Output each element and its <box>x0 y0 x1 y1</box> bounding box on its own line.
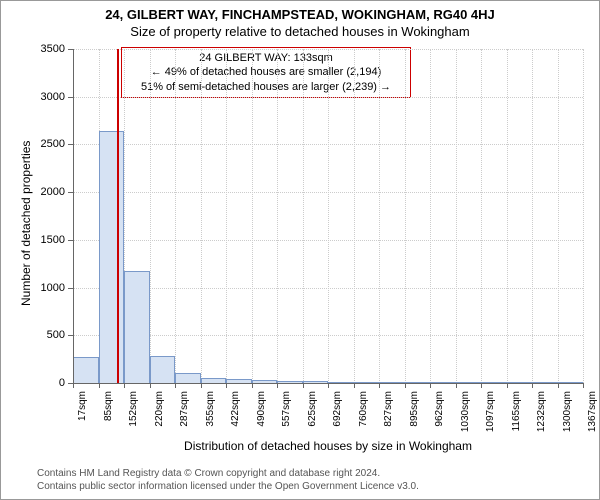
xtick-label: 827sqm <box>383 391 394 427</box>
xtick-label: 1097sqm <box>485 391 496 432</box>
gridline-vertical <box>456 49 457 383</box>
ytick-label: 3000 <box>25 91 65 103</box>
xtick-mark <box>277 383 278 388</box>
gridline-vertical <box>303 49 304 383</box>
xtick-mark <box>354 383 355 388</box>
xtick-label: 1367sqm <box>587 391 598 432</box>
histogram-bar <box>99 131 125 383</box>
xtick-label: 355sqm <box>205 391 216 427</box>
xtick-mark <box>379 383 380 388</box>
xtick-mark <box>583 383 584 388</box>
xtick-label: 557sqm <box>281 391 292 427</box>
xtick-mark <box>532 383 533 388</box>
ytick-mark <box>68 335 73 336</box>
xtick-label: 1165sqm <box>511 391 522 431</box>
footer-line2: Contains public sector information licen… <box>37 480 419 493</box>
histogram-bar <box>73 357 99 383</box>
xtick-label: 17sqm <box>77 391 88 421</box>
gridline-vertical <box>532 49 533 383</box>
y-axis-line <box>73 49 74 383</box>
gridline-vertical <box>481 49 482 383</box>
ytick-mark <box>68 192 73 193</box>
histogram-bar <box>150 356 176 383</box>
xtick-label: 1030sqm <box>460 391 471 432</box>
ytick-label: 0 <box>25 377 65 389</box>
xtick-mark <box>328 383 329 388</box>
gridline-vertical <box>175 49 176 383</box>
xtick-label: 962sqm <box>434 391 445 427</box>
xtick-mark <box>73 383 74 388</box>
xtick-mark <box>201 383 202 388</box>
ytick-mark <box>68 144 73 145</box>
xtick-mark <box>303 383 304 388</box>
property-marker-line <box>117 49 119 383</box>
xtick-label: 625sqm <box>307 391 318 427</box>
gridline-vertical <box>150 49 151 383</box>
gridline-vertical <box>583 49 584 383</box>
histogram-bar <box>124 271 150 383</box>
xtick-mark <box>99 383 100 388</box>
gridline-vertical <box>252 49 253 383</box>
ytick-label: 1000 <box>25 282 65 294</box>
xtick-mark <box>175 383 176 388</box>
ytick-label: 2500 <box>25 138 65 150</box>
xtick-label: 895sqm <box>409 391 420 427</box>
ytick-label: 3500 <box>25 43 65 55</box>
xtick-label: 692sqm <box>332 391 343 427</box>
xtick-label: 220sqm <box>154 391 165 427</box>
chart-title-address: 24, GILBERT WAY, FINCHAMPSTEAD, WOKINGHA… <box>1 1 599 22</box>
ytick-mark <box>68 240 73 241</box>
ytick-mark <box>68 97 73 98</box>
histogram-bar <box>175 373 201 383</box>
xtick-label: 287sqm <box>179 391 190 427</box>
xtick-mark <box>252 383 253 388</box>
xtick-mark <box>430 383 431 388</box>
xtick-label: 1232sqm <box>536 391 547 432</box>
gridline-vertical <box>405 49 406 383</box>
ytick-mark <box>68 288 73 289</box>
xtick-mark <box>226 383 227 388</box>
ytick-label: 500 <box>25 329 65 341</box>
xtick-mark <box>507 383 508 388</box>
footer-attribution: Contains HM Land Registry data © Crown c… <box>37 467 419 493</box>
gridline-vertical <box>354 49 355 383</box>
xtick-label: 760sqm <box>358 391 369 427</box>
gridline-vertical <box>277 49 278 383</box>
footer-line1: Contains HM Land Registry data © Crown c… <box>37 467 419 480</box>
gridline-vertical <box>558 49 559 383</box>
xtick-label: 152sqm <box>128 391 139 427</box>
gridline-vertical <box>201 49 202 383</box>
plot-area <box>73 49 583 383</box>
xtick-mark <box>456 383 457 388</box>
ytick-label: 2000 <box>25 186 65 198</box>
xtick-label: 422sqm <box>230 391 241 427</box>
xtick-mark <box>405 383 406 388</box>
xtick-mark <box>481 383 482 388</box>
gridline-vertical <box>328 49 329 383</box>
gridline-vertical <box>226 49 227 383</box>
ytick-mark <box>68 49 73 50</box>
gridline-vertical <box>379 49 380 383</box>
xtick-mark <box>150 383 151 388</box>
xtick-label: 85sqm <box>103 391 114 421</box>
xtick-mark <box>558 383 559 388</box>
chart-container: 24, GILBERT WAY, FINCHAMPSTEAD, WOKINGHA… <box>0 0 600 500</box>
xtick-label: 1300sqm <box>562 391 573 432</box>
xtick-mark <box>124 383 125 388</box>
gridline-vertical <box>430 49 431 383</box>
xtick-label: 490sqm <box>256 391 267 427</box>
x-axis-label: Distribution of detached houses by size … <box>73 439 583 453</box>
gridline-vertical <box>507 49 508 383</box>
chart-subtitle: Size of property relative to detached ho… <box>1 22 599 39</box>
ytick-label: 1500 <box>25 234 65 246</box>
